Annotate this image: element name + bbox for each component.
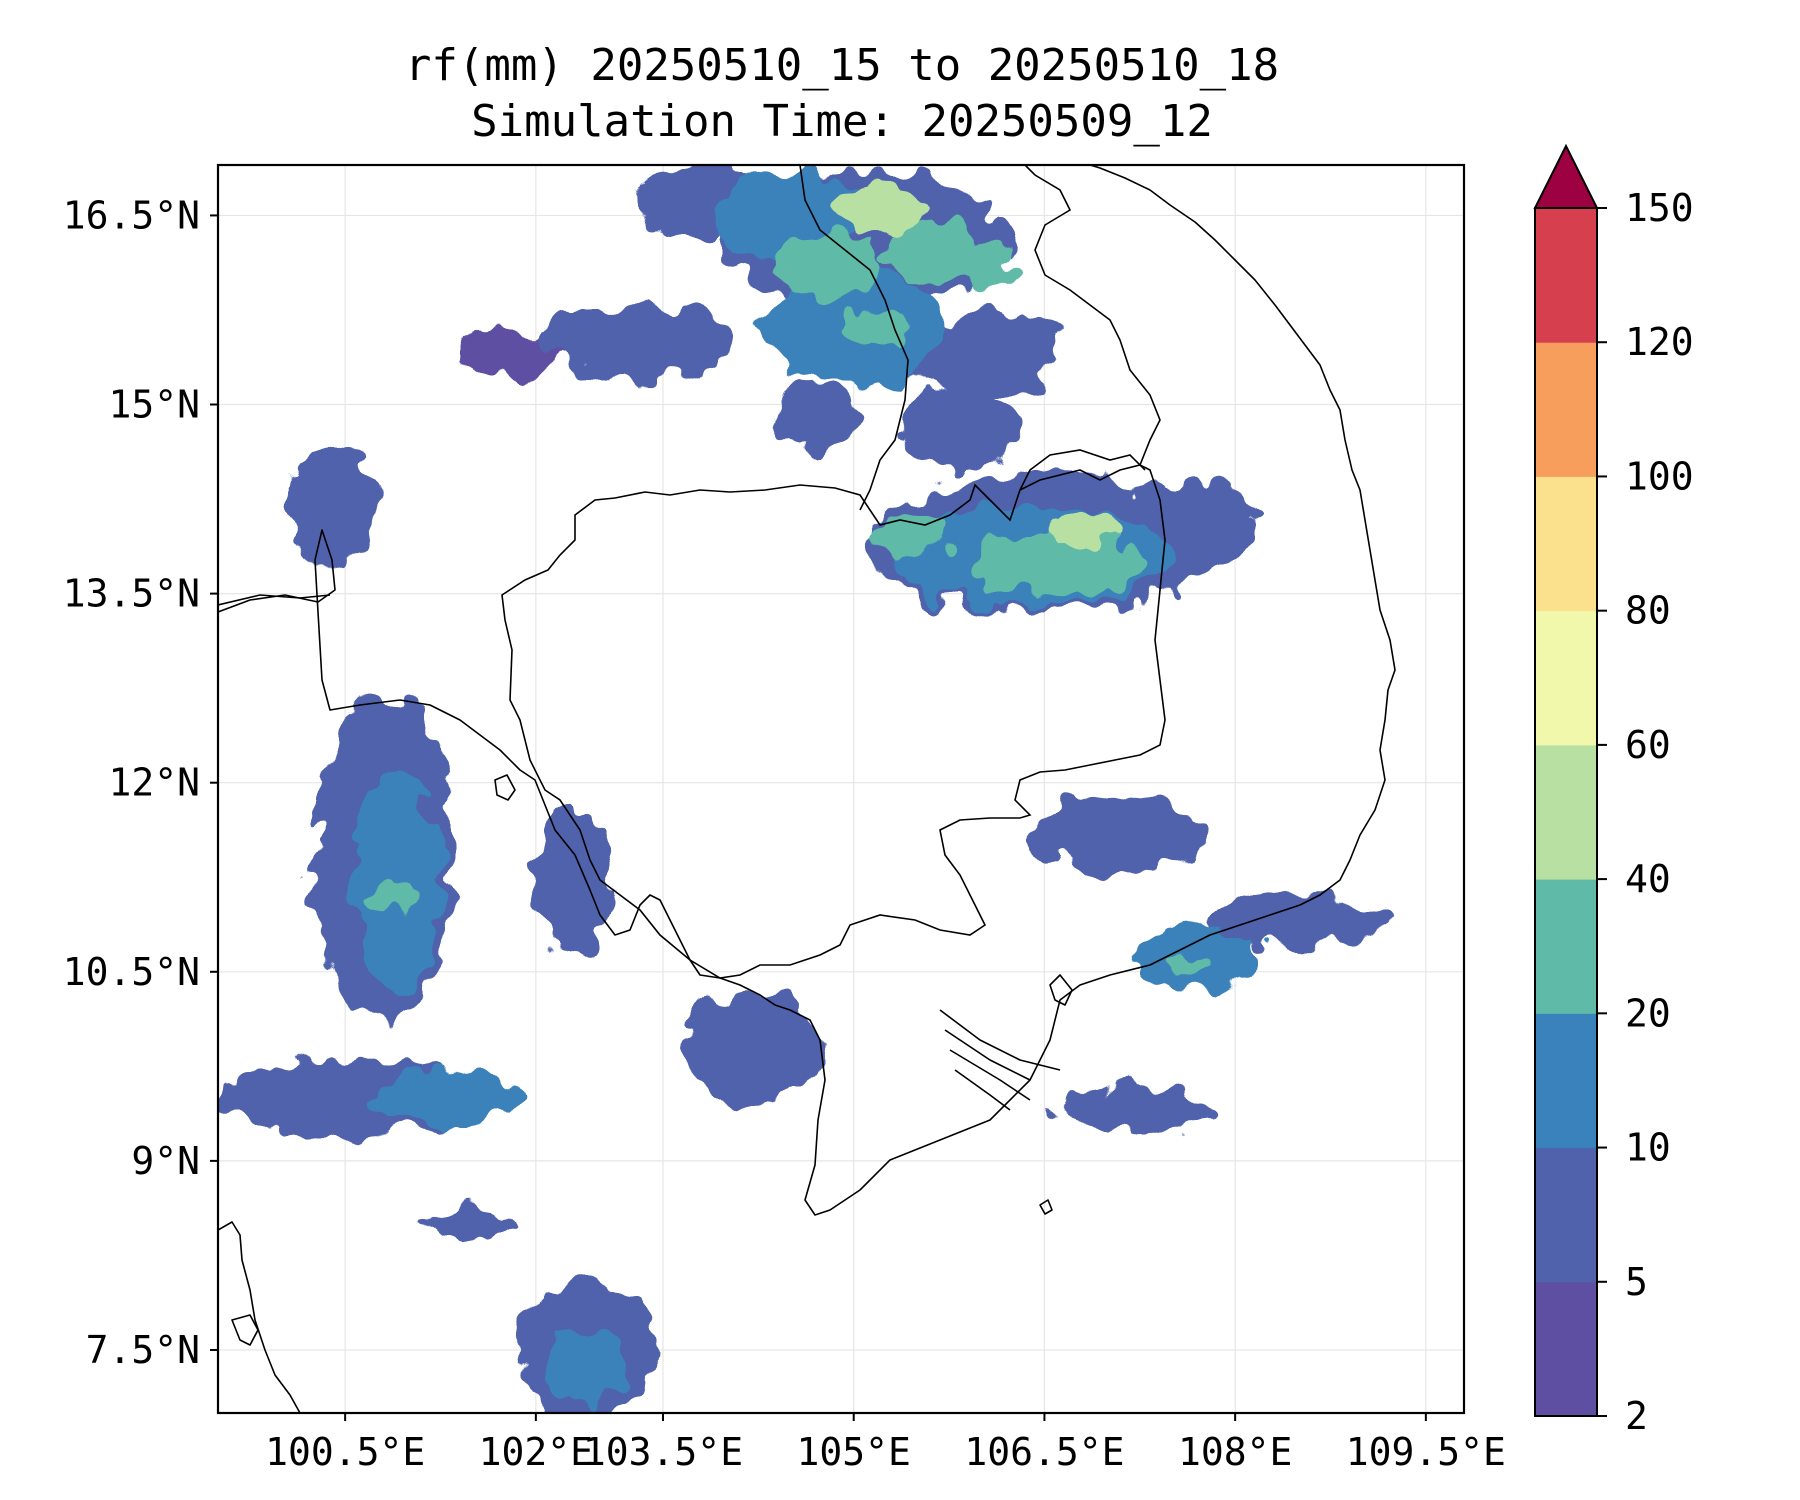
rain-cell <box>777 234 880 298</box>
rain-cell <box>1050 511 1115 550</box>
colorbar-segment <box>1535 879 1597 1014</box>
rain-cell <box>535 807 613 960</box>
rain-cell <box>847 309 911 348</box>
coastline-island-west <box>231 1314 259 1346</box>
rain-cell <box>1161 946 1208 972</box>
laos-vietnam-border <box>799 165 1161 511</box>
colorbar-segment <box>1535 476 1597 612</box>
lat-tick-label: 13.5°N <box>63 572 200 616</box>
lat-tick-label: 12°N <box>108 761 200 805</box>
colorbar-tick-label: 120 <box>1625 320 1694 364</box>
rain-cell <box>904 309 1058 399</box>
rain-cell <box>1057 1085 1210 1136</box>
lat-tick-label: 16.5°N <box>63 193 200 237</box>
colorbar-tick-label: 60 <box>1625 723 1671 767</box>
rain-cell <box>1031 795 1210 871</box>
rain-cell <box>968 530 1147 594</box>
lat-tick-label: 10.5°N <box>63 950 200 994</box>
colorbar: 2 5 10 20 40 60 80 100 120 150 <box>1533 143 1694 1438</box>
colorbar-tick-label: 150 <box>1625 186 1694 230</box>
colorbar-segment <box>1535 342 1597 477</box>
rain-cell <box>949 246 1013 285</box>
rain-cell <box>1209 896 1388 947</box>
colorbar-segment <box>1535 1147 1597 1283</box>
lon-tick-label: 109.5°E <box>1346 1430 1506 1474</box>
lon-tick-label: 102°E <box>479 1430 593 1474</box>
latitude-axis: 16.5°N 15°N 13.5°N 12°N 10.5°N 9°N 7.5°N <box>63 193 218 1372</box>
coastline-island-koh <box>494 774 516 801</box>
colorbar-tick-label: 40 <box>1625 857 1671 901</box>
coastlines-and-borders <box>218 165 1396 1413</box>
lon-tick-label: 103.5°E <box>583 1430 743 1474</box>
lat-tick-label: 7.5°N <box>86 1328 200 1372</box>
rain-cell <box>370 881 409 912</box>
mekong-delta-channels <box>939 1009 1061 1111</box>
map-title-line1: rf(mm) 20250510_15 to 20250510_18 <box>405 40 1279 91</box>
map-title-line2: Simulation Time: 20250509_12 <box>471 96 1213 147</box>
colorbar-segment <box>1535 610 1597 746</box>
rain-cell <box>771 385 861 449</box>
colorbar-tick-label: 10 <box>1625 1126 1671 1170</box>
lat-tick-label: 9°N <box>131 1139 200 1183</box>
lon-tick-label: 106.5°E <box>964 1430 1124 1474</box>
thai-laos-border <box>218 594 331 606</box>
rain-cell <box>287 442 377 569</box>
map-frame <box>216 163 1466 1415</box>
rain-cell <box>459 328 562 380</box>
colorbar-segment <box>1535 1013 1597 1149</box>
colorbar-extend-arrow <box>1533 143 1599 209</box>
colorbar-segment <box>1535 1281 1597 1417</box>
colorbar-tick-label: 20 <box>1625 991 1671 1035</box>
colorbar-frame <box>1534 207 1598 1417</box>
colorbar-tick-label: 5 <box>1625 1260 1648 1304</box>
rain-cell <box>682 990 822 1105</box>
rain-cell <box>548 1324 625 1401</box>
coastline-malay-peninsula <box>218 1221 301 1413</box>
coastline-island-small <box>1039 1199 1053 1215</box>
rain-cell <box>427 1208 517 1240</box>
rain-cell <box>370 1072 524 1124</box>
rain-cell <box>834 183 924 235</box>
lon-tick-label: 105°E <box>797 1430 911 1474</box>
map-area <box>216 163 1466 1415</box>
colorbar-segment <box>1535 744 1597 880</box>
lon-tick-label: 108°E <box>1178 1430 1292 1474</box>
rain-cell <box>866 517 943 556</box>
coastline-thai-gulf <box>218 165 1396 1216</box>
lon-tick-label: 100.5°E <box>265 1430 425 1474</box>
rain-cell <box>535 303 740 380</box>
cambodia-border <box>501 464 1166 979</box>
rain-cell <box>891 391 1020 468</box>
colorbar-tick-label: 2 <box>1625 1394 1648 1438</box>
colorbar-segment <box>1535 208 1597 343</box>
colorbar-tick-label: 100 <box>1625 454 1694 498</box>
colorbar-tick-label: 80 <box>1625 589 1671 633</box>
coastline-island-phuquoc <box>1049 974 1073 1006</box>
lat-tick-label: 15°N <box>108 383 200 427</box>
